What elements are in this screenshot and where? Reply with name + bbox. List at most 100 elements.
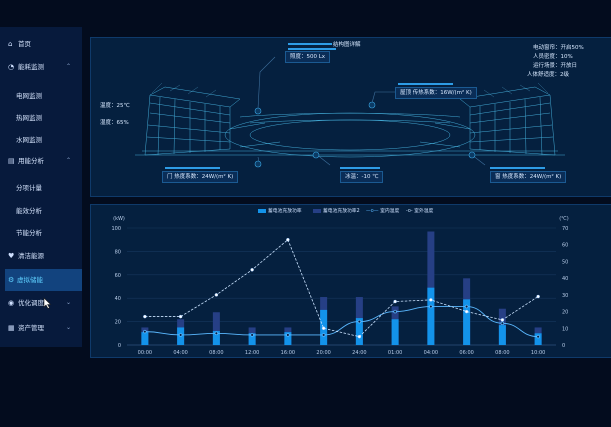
legend-text: 室外温度 xyxy=(414,209,434,214)
dispatch-icon: ◉ xyxy=(8,299,15,307)
point-outdoor-temp xyxy=(393,299,397,304)
tag-bar xyxy=(490,167,545,169)
point-indoor-temp xyxy=(536,334,540,339)
gauge-icon: ◔ xyxy=(8,63,15,71)
point-outdoor-temp xyxy=(178,314,183,319)
x-tick-label: 24:00 xyxy=(352,350,366,356)
point-indoor-temp xyxy=(178,333,183,337)
tag-bar xyxy=(398,83,453,85)
y-right-tick-label: 0 xyxy=(562,343,565,349)
point-indoor-temp xyxy=(286,333,290,337)
energy-chart: 0 20 40 60 80 100 0 10 20 30 40 50 60 70 (kW) (℃) 00:00 0… xyxy=(111,216,568,356)
x-tick-label: 04:00 xyxy=(424,350,438,356)
x-tick-label: 20:00 xyxy=(316,350,330,356)
x-tick-label: 08:00 xyxy=(495,350,509,356)
sidebar-item-energy-monitoring[interactable]: ◔ 能耗监测 ⌃ xyxy=(0,57,82,77)
point-indoor-temp xyxy=(393,309,397,314)
line-outdoor-temp xyxy=(144,239,539,338)
sidebar-item-efficiency-analysis[interactable]: 能效分析 xyxy=(16,207,42,215)
y-left-tick-label: 100 xyxy=(111,226,121,232)
x-tick-label: 00:00 xyxy=(138,350,152,356)
y-right-tick-label: 30 xyxy=(562,293,568,299)
y-left-tick-label: 0 xyxy=(118,343,121,349)
y-right-tick-label: 40 xyxy=(562,276,568,282)
legend-battery-power[interactable]: 蓄电池充放功率 xyxy=(258,207,302,214)
bar-series-2 xyxy=(212,312,220,345)
legend-indoor-temp[interactable]: —o— 室内温度 xyxy=(366,207,399,214)
x-tick-label: 04:00 xyxy=(173,350,187,356)
structure-panel xyxy=(90,37,611,197)
legend-text: 蓄电池充放功率2 xyxy=(323,209,360,214)
x-tick-label: 10:00 xyxy=(531,350,545,356)
y-right-tick-label: 20 xyxy=(562,310,568,316)
bar-series-1 xyxy=(391,319,399,345)
y-right-tick-label: 60 xyxy=(562,243,568,249)
y-right-tick-label: 10 xyxy=(562,326,568,332)
stadium-wireframe xyxy=(135,56,565,168)
chevron-down-icon: ⌄ xyxy=(66,324,72,331)
chevron-up-icon: ⌃ xyxy=(66,63,72,70)
point-indoor-temp xyxy=(500,321,505,326)
ice-tag: 冰温：-10 ℃ xyxy=(340,171,384,183)
legend-outdoor-temp[interactable]: -o- 室外温度 xyxy=(406,207,433,214)
door-tag: 门 热度系数：24W/(m² K) xyxy=(162,171,239,183)
point-indoor-temp xyxy=(429,304,433,309)
sidebar-item-virtual-storage[interactable]: ⚙ 虚拟储能 xyxy=(5,269,82,291)
sidebar-item-energy-analysis[interactable]: ▤ 用能分析 ⌃ xyxy=(0,151,82,171)
status-density: 人员密度：10% xyxy=(533,54,573,60)
mouse-cursor-icon xyxy=(43,297,52,309)
x-tick-label: 01:00 xyxy=(388,350,402,356)
sidebar-item-saving-analysis[interactable]: 节能分析 xyxy=(16,229,42,237)
x-tick-label: 16:00 xyxy=(281,350,295,356)
roof-tag: 屋顶 传热系数：16W/(m² K) xyxy=(395,87,477,99)
tag-bar xyxy=(340,167,380,169)
bar-series-1 xyxy=(141,332,149,345)
structure-title: 结构图详解 xyxy=(333,42,361,48)
bar-series-1 xyxy=(463,299,471,345)
y-right-tick-label: 50 xyxy=(562,259,568,265)
point-outdoor-temp xyxy=(286,237,290,242)
tag-bar xyxy=(288,48,336,50)
window-tag: 窗 热度系数：24W/(m² K) xyxy=(490,171,567,183)
sidebar-item-water-monitoring[interactable]: 水网监测 xyxy=(16,136,42,144)
illuminance-tag: 照度：500 Lx xyxy=(285,51,331,63)
y-left-tick-label: 40 xyxy=(115,296,121,302)
point-indoor-temp xyxy=(250,333,254,337)
sidebar-item-sub-metering[interactable]: 分项计量 xyxy=(16,184,42,192)
sidebar-item-clean-energy[interactable]: ♥ 清洁能源 xyxy=(0,246,82,266)
point-indoor-temp xyxy=(357,319,362,324)
legend-swatch xyxy=(313,208,321,213)
point-outdoor-temp xyxy=(357,334,362,339)
clean-energy-icon: ♥ xyxy=(8,252,15,260)
point-indoor-temp xyxy=(214,331,219,336)
point-indoor-temp xyxy=(143,329,147,334)
status-curtain: 电动窗帘：开启50% xyxy=(533,45,584,51)
legend-line-marker: -o- xyxy=(406,209,413,214)
x-tick-label: 06:00 xyxy=(459,350,473,356)
sidebar: ⌂ 首页 ◔ 能耗监测 ⌃ 电网监测 热网监测 水网监测 ▤ 用能分析 ⌃ 分项… xyxy=(0,27,82,347)
legend-text: 室内温度 xyxy=(380,209,400,214)
legend-line-marker: —o— xyxy=(366,209,379,214)
asset-icon: ▦ xyxy=(8,324,15,332)
home-icon: ⌂ xyxy=(8,40,13,48)
bar-series-1 xyxy=(427,287,435,345)
sidebar-item-heat-monitoring[interactable]: 热网监测 xyxy=(16,114,42,122)
humidity-label: 湿度：65% xyxy=(100,120,129,126)
point-outdoor-temp xyxy=(429,298,433,302)
point-indoor-temp xyxy=(321,333,326,337)
sidebar-item-home[interactable]: ⌂ 首页 xyxy=(0,34,82,54)
x-tick-label: 08:00 xyxy=(209,350,223,356)
sidebar-item-asset-management[interactable]: ▦ 资产管理 ⌄ xyxy=(0,318,82,338)
y-left-tick-label: 60 xyxy=(115,273,121,279)
battery-icon: ⚙ xyxy=(8,276,15,284)
sidebar-item-grid-monitoring[interactable]: 电网监测 xyxy=(16,92,42,100)
bar-series-1 xyxy=(212,330,220,345)
legend-battery-power-2[interactable]: 蓄电池充放功率2 xyxy=(313,207,360,214)
bar-series-1 xyxy=(534,333,542,345)
point-indoor-temp xyxy=(464,304,469,309)
sidebar-item-optimal-dispatch[interactable]: ◉ 优化调度 ⌄ xyxy=(0,293,82,313)
status-scene: 运行场景：开放日 xyxy=(533,63,578,69)
bar-series-1 xyxy=(355,318,363,345)
point-outdoor-temp xyxy=(321,326,326,331)
point-outdoor-temp xyxy=(464,309,469,314)
